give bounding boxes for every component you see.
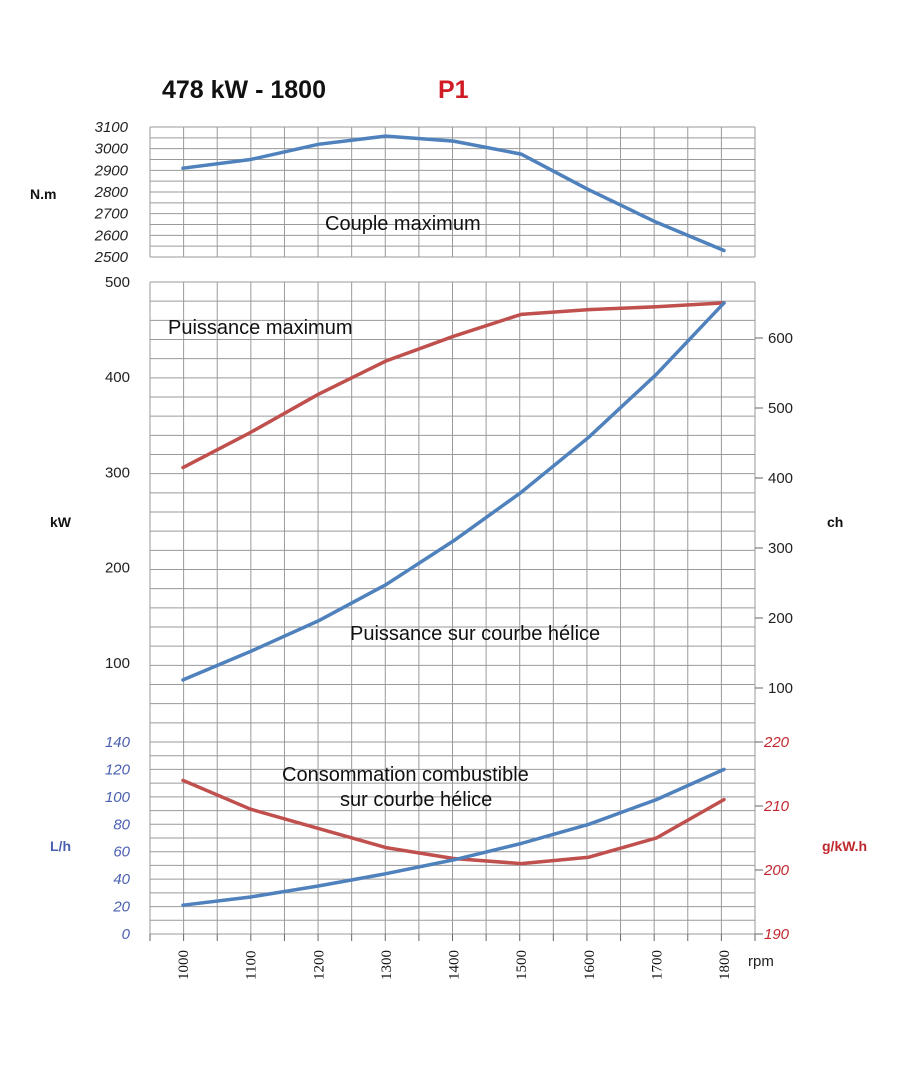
chart-badge: P1: [438, 76, 469, 104]
x-axis-label: rpm: [748, 953, 774, 970]
torque-y-tick: 3100: [95, 119, 129, 136]
power-y2-tick: 300: [768, 540, 793, 557]
consumption-y-label: L/h: [50, 838, 71, 854]
consumption-y-tick: 0: [122, 926, 131, 943]
power-y2-tick: 200: [768, 610, 793, 627]
consumption-y-tick: 120: [105, 761, 131, 778]
torque-y-tick: 2600: [94, 227, 129, 244]
torque-y-tick: 3000: [95, 141, 129, 158]
consumption-y-tick: 20: [112, 899, 130, 916]
power-y-label: kW: [50, 514, 72, 530]
power-y2-tick: 500: [768, 400, 793, 417]
torque-line: [181, 134, 726, 253]
chart-title: 478 kW - 1800: [162, 76, 326, 104]
power-propeller-line: [181, 301, 726, 682]
consumption-lh-line: [181, 767, 726, 907]
x-tick-label: 1500: [514, 950, 530, 980]
consumption-y2-tick: 190: [764, 926, 790, 943]
x-tick-label: 1800: [717, 950, 733, 980]
x-tick-label: 1700: [649, 950, 665, 980]
x-tick-label: 1600: [582, 950, 598, 980]
power-y2-label: ch: [827, 514, 843, 530]
consumption-y2-tick: 200: [763, 862, 790, 879]
x-tick-label: 1100: [244, 951, 260, 980]
consumption-y-tick: 80: [113, 816, 130, 833]
power-y-tick: 100: [105, 655, 130, 672]
consumption-y-tick: 100: [105, 789, 131, 806]
torque-y-tick: 2800: [94, 184, 129, 201]
power-y-tick: 500: [105, 274, 130, 291]
x-tick-label: 1000: [176, 950, 192, 980]
consumption-y-tick: 140: [105, 734, 131, 751]
power-y-tick: 300: [105, 464, 130, 481]
power-y-tick: 400: [105, 369, 130, 386]
torque-y-tick: 2700: [94, 206, 129, 223]
x-tick-label: 1400: [447, 950, 463, 980]
consumption-y-tick: 40: [113, 871, 130, 888]
power-y2-tick: 600: [768, 330, 793, 347]
torque-annotation: Couple maximum: [325, 213, 481, 235]
torque-y-label: N.m: [30, 186, 56, 202]
power-max-line: [181, 301, 726, 470]
x-tick-label: 1200: [311, 950, 327, 980]
consumption-y-tick: 60: [113, 844, 130, 861]
power-y-tick: 200: [105, 560, 130, 577]
consumption-y2-tick: 210: [763, 798, 790, 815]
consumption-y2-label: g/kW.h: [822, 838, 867, 854]
power-max-annotation: Puissance maximum: [168, 317, 353, 339]
consumption-annotation-line1: Consommation combustible: [282, 764, 529, 786]
torque-y-tick: 2900: [94, 162, 129, 179]
consumption-annotation-line2: sur courbe hélice: [340, 789, 492, 811]
power-y2-tick: 400: [768, 470, 793, 487]
consumption-y2-tick: 220: [763, 734, 790, 751]
power-propeller-annotation: Puissance sur courbe hélice: [350, 623, 600, 645]
x-tick-label: 1300: [379, 950, 395, 980]
torque-y-tick: 2500: [94, 249, 129, 266]
power-y2-tick: 100: [768, 680, 793, 697]
